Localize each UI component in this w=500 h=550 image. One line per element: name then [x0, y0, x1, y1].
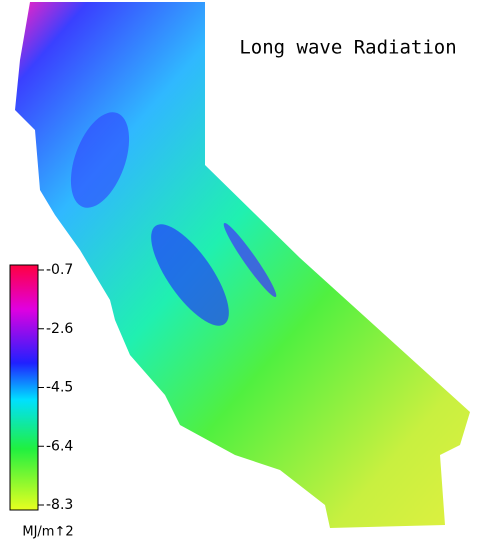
sierra-blue — [223, 222, 277, 298]
colorbar-unit: MJ/m↑2 — [22, 525, 73, 540]
california — [15, 2, 470, 528]
colorbar-tick-label: -4.5 — [46, 380, 73, 396]
colorbar-tick-label: -6.4 — [46, 438, 73, 454]
valley-blue — [151, 224, 229, 326]
map-title: Long wave Radiation — [239, 37, 456, 59]
colorbar — [9, 264, 39, 511]
colorbar-tick-label: -0.7 — [46, 262, 73, 278]
valley-blue — [70, 112, 130, 208]
colorbar-tick-label: -2.6 — [46, 321, 73, 337]
colorbar-tick-label: -8.3 — [46, 497, 73, 513]
